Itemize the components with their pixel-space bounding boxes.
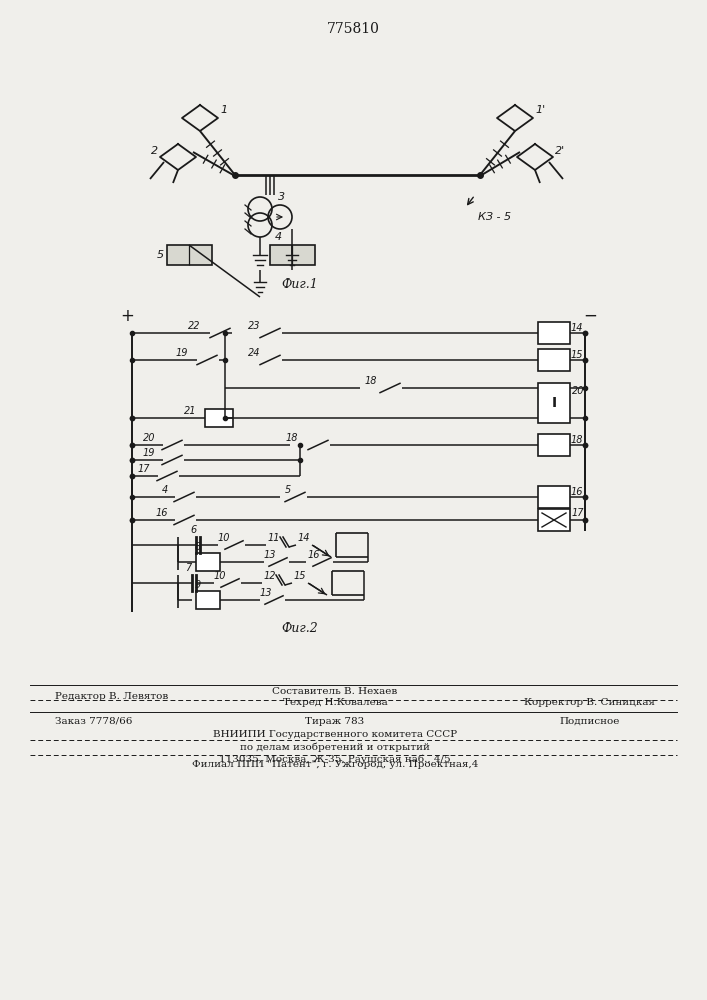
Text: 16: 16 <box>308 550 320 560</box>
Text: 1': 1' <box>535 105 545 115</box>
Text: 7: 7 <box>185 563 191 573</box>
Text: 23: 23 <box>248 321 260 331</box>
Text: 19: 19 <box>143 448 155 458</box>
Text: 113035, Москва, Ж-35, Раушская наб., 4/5: 113035, Москва, Ж-35, Раушская наб., 4/5 <box>219 754 451 764</box>
Text: КЗ - 5: КЗ - 5 <box>478 212 511 222</box>
Bar <box>538 383 570 423</box>
Text: 8: 8 <box>195 542 201 552</box>
Text: Составитель В. Нехаев: Составитель В. Нехаев <box>272 687 397 696</box>
Text: 15: 15 <box>571 350 583 360</box>
Text: Подписное: Подписное <box>560 717 620 726</box>
Text: +: + <box>120 307 134 325</box>
Text: 3: 3 <box>278 192 285 202</box>
Text: 13: 13 <box>260 588 272 598</box>
Text: ВНИИПИ Государственного комитета СССР: ВНИИПИ Государственного комитета СССР <box>213 730 457 739</box>
Text: 12: 12 <box>264 571 276 581</box>
Text: 4: 4 <box>162 485 168 495</box>
Text: 5: 5 <box>157 250 164 260</box>
Text: 9: 9 <box>195 580 201 590</box>
Text: Корректор В. Синицкая: Корректор В. Синицкая <box>525 698 655 707</box>
Text: 13: 13 <box>264 550 276 560</box>
Text: Филиал ППП "Патент", г. Ужгород, ул. Проектная,4: Филиал ППП "Патент", г. Ужгород, ул. Про… <box>192 760 478 769</box>
Text: 17: 17 <box>572 508 585 518</box>
Bar <box>538 486 570 508</box>
Text: 16: 16 <box>571 487 583 497</box>
Text: 24: 24 <box>248 348 260 358</box>
Text: 10: 10 <box>214 571 226 581</box>
Bar <box>538 509 570 531</box>
Text: 16: 16 <box>156 508 168 518</box>
Text: 20: 20 <box>143 433 155 443</box>
Text: 18: 18 <box>365 376 378 386</box>
Text: 6: 6 <box>191 525 197 535</box>
Text: 19: 19 <box>175 348 188 358</box>
Text: −: − <box>583 307 597 325</box>
Text: 4: 4 <box>275 232 282 242</box>
Text: 5: 5 <box>285 485 291 495</box>
Text: 15: 15 <box>294 571 307 581</box>
Text: Фиг.2: Фиг.2 <box>281 622 318 635</box>
Bar <box>205 409 233 427</box>
Bar <box>538 349 570 371</box>
Text: 2': 2' <box>555 146 565 156</box>
Bar <box>167 245 212 265</box>
Bar <box>270 245 315 265</box>
Text: 1: 1 <box>220 105 227 115</box>
Text: 17: 17 <box>137 464 150 474</box>
Text: Фиг.1: Фиг.1 <box>281 278 318 291</box>
Text: 14: 14 <box>571 323 583 333</box>
Text: Техред Н.Ковалева: Техред Н.Ковалева <box>283 698 387 707</box>
Text: 18: 18 <box>571 435 583 445</box>
Text: 775810: 775810 <box>327 22 380 36</box>
Bar <box>196 553 220 571</box>
Text: 2: 2 <box>151 146 158 156</box>
Text: по делам изобретений и открытий: по делам изобретений и открытий <box>240 742 430 752</box>
Text: 11: 11 <box>268 533 281 543</box>
Bar <box>196 591 220 609</box>
Text: 10: 10 <box>218 533 230 543</box>
Text: Редактор В. Левятов: Редактор В. Левятов <box>55 692 168 701</box>
Text: 22: 22 <box>187 321 200 331</box>
Text: I: I <box>551 396 556 410</box>
Text: 14: 14 <box>298 533 310 543</box>
Text: 21: 21 <box>184 406 196 416</box>
Bar <box>538 322 570 344</box>
Text: 20: 20 <box>572 386 585 396</box>
Bar <box>538 434 570 456</box>
Text: Тираж 783: Тираж 783 <box>305 717 365 726</box>
Text: Заказ 7778/66: Заказ 7778/66 <box>55 717 132 726</box>
Text: 18: 18 <box>286 433 298 443</box>
